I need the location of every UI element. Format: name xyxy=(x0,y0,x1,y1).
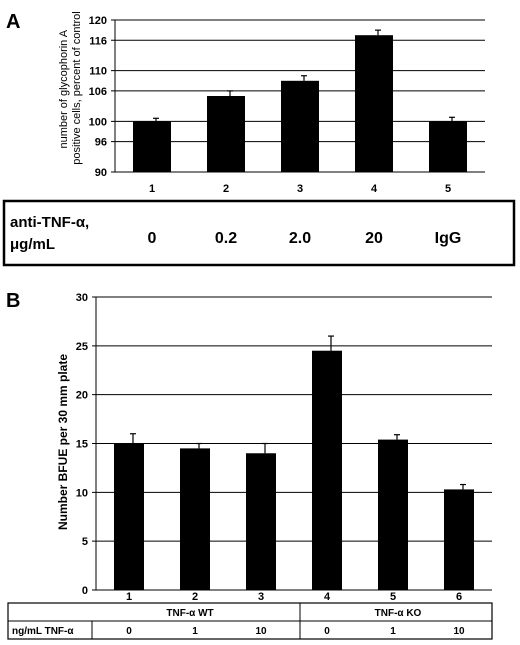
y-tick-label: 90 xyxy=(95,167,107,179)
bar xyxy=(180,448,210,590)
panel-b-group-wt: TNF-α WT xyxy=(166,608,213,619)
panel-b-chart: 0 5 10 15 20 25 30 1 2 3 4 5 6 Number BFUE per 30 m… xyxy=(56,292,492,603)
panel-a-y-axis-label-line-2: positive cells, percent of control xyxy=(71,11,83,164)
y-tick-label: 5 xyxy=(82,536,88,548)
category-label: 3 xyxy=(297,183,303,195)
panel-a-condition-label-line-1: anti-TNF-α, xyxy=(10,214,89,231)
bar xyxy=(378,439,408,590)
panel-b-bars xyxy=(114,335,474,590)
panel-a-chart: 90 96 100 106 110 116 120 1 2 3 4 5 number of glyc… xyxy=(58,11,485,195)
panel-b-group-ko: TNF-α KO xyxy=(375,608,422,619)
category-label: 6 xyxy=(456,591,462,603)
panel-a-condition-table: anti-TNF-α, μg/mL 0 0.2 2.0 20 IgG xyxy=(2,199,516,267)
y-tick-label: 116 xyxy=(89,35,107,47)
y-tick-label: 30 xyxy=(76,292,88,304)
y-tick-label: 15 xyxy=(76,439,88,451)
category-label: 1 xyxy=(126,591,132,603)
bar xyxy=(281,80,319,172)
bar xyxy=(133,121,171,172)
panel-b-condition-values: 0 1 10 0 1 10 xyxy=(126,626,465,637)
panel-b-condition-table: TNF-α WT TNF-α KO ng/mL TNF-α 0 1 10 0 1 10 xyxy=(7,602,493,640)
condition-value: 10 xyxy=(453,626,465,637)
bar xyxy=(207,96,245,172)
panel-b-y-tick-labels: 0 5 10 15 20 25 30 xyxy=(76,292,88,597)
y-tick-label: 10 xyxy=(76,487,88,499)
condition-value: 0 xyxy=(126,626,132,637)
y-tick-label: 25 xyxy=(76,341,88,353)
panel-b-category-labels: 1 2 3 4 5 6 xyxy=(126,591,462,603)
y-tick-label: 120 xyxy=(89,15,107,27)
condition-value: IgG xyxy=(435,230,462,247)
panel-a-condition-label-line-2: μg/mL xyxy=(10,236,55,253)
condition-value: 1 xyxy=(192,626,198,637)
condition-value: 2.0 xyxy=(289,230,311,247)
category-label: 2 xyxy=(223,183,229,195)
condition-value: 0 xyxy=(148,230,157,247)
y-tick-label: 96 xyxy=(95,137,107,149)
panel-a-category-labels: 1 2 3 4 5 xyxy=(149,183,451,195)
panel-a-y-tick-labels: 90 96 100 106 110 116 120 xyxy=(89,15,107,179)
panel-b-row-label: ng/mL TNF-α xyxy=(12,626,74,637)
category-label: 1 xyxy=(149,183,155,195)
category-label: 4 xyxy=(324,591,331,603)
condition-value: 0.2 xyxy=(215,230,237,247)
y-tick-label: 100 xyxy=(89,116,107,128)
condition-value: 20 xyxy=(365,230,383,247)
panel-a-y-axis-label: number of glycophorin A positive cells, … xyxy=(58,11,83,164)
panel-a-bars xyxy=(133,29,467,173)
y-tick-label: 0 xyxy=(82,585,88,597)
y-tick-label: 20 xyxy=(76,390,88,402)
category-label: 4 xyxy=(371,183,378,195)
condition-value: 10 xyxy=(255,626,267,637)
panel-a-y-axis-label-line-1: number of glycophorin A xyxy=(58,29,70,148)
bar xyxy=(444,489,474,590)
category-label: 5 xyxy=(390,591,396,603)
category-label: 5 xyxy=(445,183,451,195)
panel-b-gridlines xyxy=(92,296,492,591)
bar xyxy=(429,121,467,172)
panel-a-condition-values: 0 0.2 2.0 20 IgG xyxy=(148,230,462,247)
condition-value: 0 xyxy=(324,626,330,637)
category-label: 3 xyxy=(258,591,264,603)
condition-value: 1 xyxy=(390,626,396,637)
panel-b-letter: B xyxy=(6,290,20,312)
bar xyxy=(246,453,276,590)
bar xyxy=(355,35,393,173)
y-tick-label: 110 xyxy=(89,66,107,78)
panel-a-letter: A xyxy=(6,11,20,33)
y-tick-label: 106 xyxy=(89,86,107,98)
category-label: 2 xyxy=(192,591,198,603)
panel-a-condition-box xyxy=(2,199,516,267)
bar xyxy=(114,443,144,590)
bar xyxy=(312,350,342,590)
panel-b-y-axis-label: Number BFUE per 30 mm plate xyxy=(56,354,70,530)
